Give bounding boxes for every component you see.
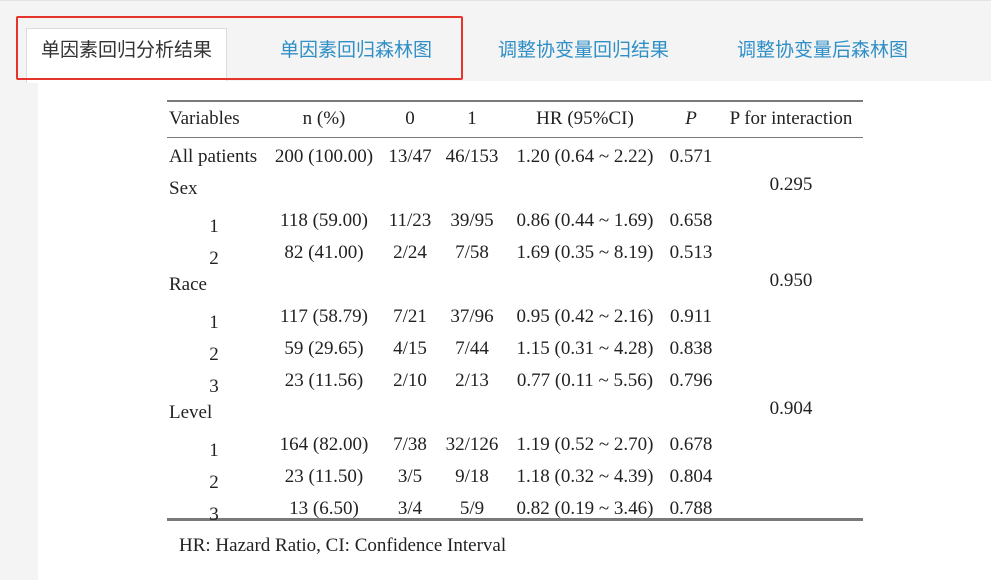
cell-0: 2/24 (393, 242, 427, 263)
cell-hr: 1.18 (0.32 ~ 4.39) (516, 466, 654, 487)
cell-n: 118 (59.00) (280, 210, 368, 231)
cell-1: 7/44 (455, 338, 489, 359)
cell-hr: 1.69 (0.35 ~ 8.19) (516, 242, 654, 263)
header-1: 1 (467, 108, 477, 129)
cell-hr: 0.82 (0.19 ~ 3.46) (516, 498, 654, 519)
cell-n: 82 (41.00) (284, 242, 364, 263)
cell-n: 13 (6.50) (289, 498, 359, 519)
row-label: Sex (169, 178, 198, 199)
cell-1: 32/126 (445, 434, 499, 455)
table-top-rule (167, 100, 863, 102)
cell-1: 39/95 (450, 210, 494, 231)
cell-1: 46/153 (445, 146, 499, 167)
tab-adjusted-results[interactable]: 调整协变量回归结果 (498, 39, 670, 61)
row-label: 1 (209, 216, 219, 237)
tab-univariate-results[interactable]: 单因素回归分析结果 (26, 28, 228, 83)
cell-hr: 0.86 (0.44 ~ 1.69) (516, 210, 654, 231)
cell-0: 2/10 (393, 370, 427, 391)
cell-p: 0.788 (669, 498, 713, 519)
row-label: 3 (209, 504, 219, 525)
cell-0: 3/5 (397, 466, 423, 487)
row-label: 1 (209, 440, 219, 461)
cell-p-interaction: 0.904 (769, 398, 813, 419)
cell-p: 0.571 (669, 146, 713, 167)
cell-p: 0.838 (669, 338, 713, 359)
cell-1: 9/18 (455, 466, 489, 487)
cell-p: 0.796 (669, 370, 713, 391)
header-p: P (685, 108, 697, 129)
cell-0: 3/4 (397, 498, 423, 519)
cell-0: 4/15 (393, 338, 427, 359)
cell-n: 164 (82.00) (279, 434, 369, 455)
cell-1: 7/58 (455, 242, 489, 263)
header-p-interaction: P for interaction (729, 108, 853, 129)
content-panel (38, 81, 991, 580)
cell-0: 7/38 (393, 434, 427, 455)
cell-n: 23 (11.56) (284, 370, 364, 391)
cell-hr: 1.19 (0.52 ~ 2.70) (516, 434, 654, 455)
tab-univariate-forest-plot[interactable]: 单因素回归森林图 (280, 39, 433, 61)
cell-p: 0.804 (669, 466, 713, 487)
row-label: 3 (209, 376, 219, 397)
cell-p-interaction: 0.295 (769, 174, 813, 195)
row-label: Race (169, 274, 207, 295)
header-variables: Variables (169, 108, 240, 129)
cell-p: 0.911 (669, 306, 713, 327)
header-hr: HR (95%CI) (536, 108, 634, 129)
cell-0: 13/47 (388, 146, 432, 167)
table-header-rule (167, 137, 863, 138)
table-bottom-rule (167, 518, 863, 521)
cell-p: 0.678 (669, 434, 713, 455)
table-footnote: HR: Hazard Ratio, CI: Confidence Interva… (179, 535, 507, 556)
row-label: 2 (209, 248, 219, 269)
cell-0: 11/23 (388, 210, 432, 231)
cell-n: 59 (29.65) (284, 338, 364, 359)
header-n: n (%) (302, 108, 346, 129)
row-label: 2 (209, 472, 219, 493)
header-0: 0 (405, 108, 415, 129)
row-label: 1 (209, 312, 219, 333)
row-label: All patients (169, 146, 258, 167)
row-label: Level (169, 402, 213, 423)
row-label: 2 (209, 344, 219, 365)
cell-hr: 0.77 (0.11 ~ 5.56) (516, 370, 654, 391)
cell-p: 0.658 (669, 210, 713, 231)
cell-0: 7/21 (393, 306, 427, 327)
cell-hr: 0.95 (0.42 ~ 2.16) (516, 306, 654, 327)
cell-hr: 1.15 (0.31 ~ 4.28) (516, 338, 654, 359)
cell-hr: 1.20 (0.64 ~ 2.22) (516, 146, 654, 167)
cell-n: 200 (100.00) (274, 146, 374, 167)
cell-p: 0.513 (669, 242, 713, 263)
cell-n: 23 (11.50) (284, 466, 364, 487)
cell-p-interaction: 0.950 (769, 270, 813, 291)
cell-1: 5/9 (459, 498, 485, 519)
tab-adjusted-forest-plot[interactable]: 调整协变量后森林图 (737, 39, 909, 61)
cell-n: 117 (58.79) (280, 306, 368, 327)
cell-1: 37/96 (450, 306, 494, 327)
cell-1: 2/13 (455, 370, 489, 391)
